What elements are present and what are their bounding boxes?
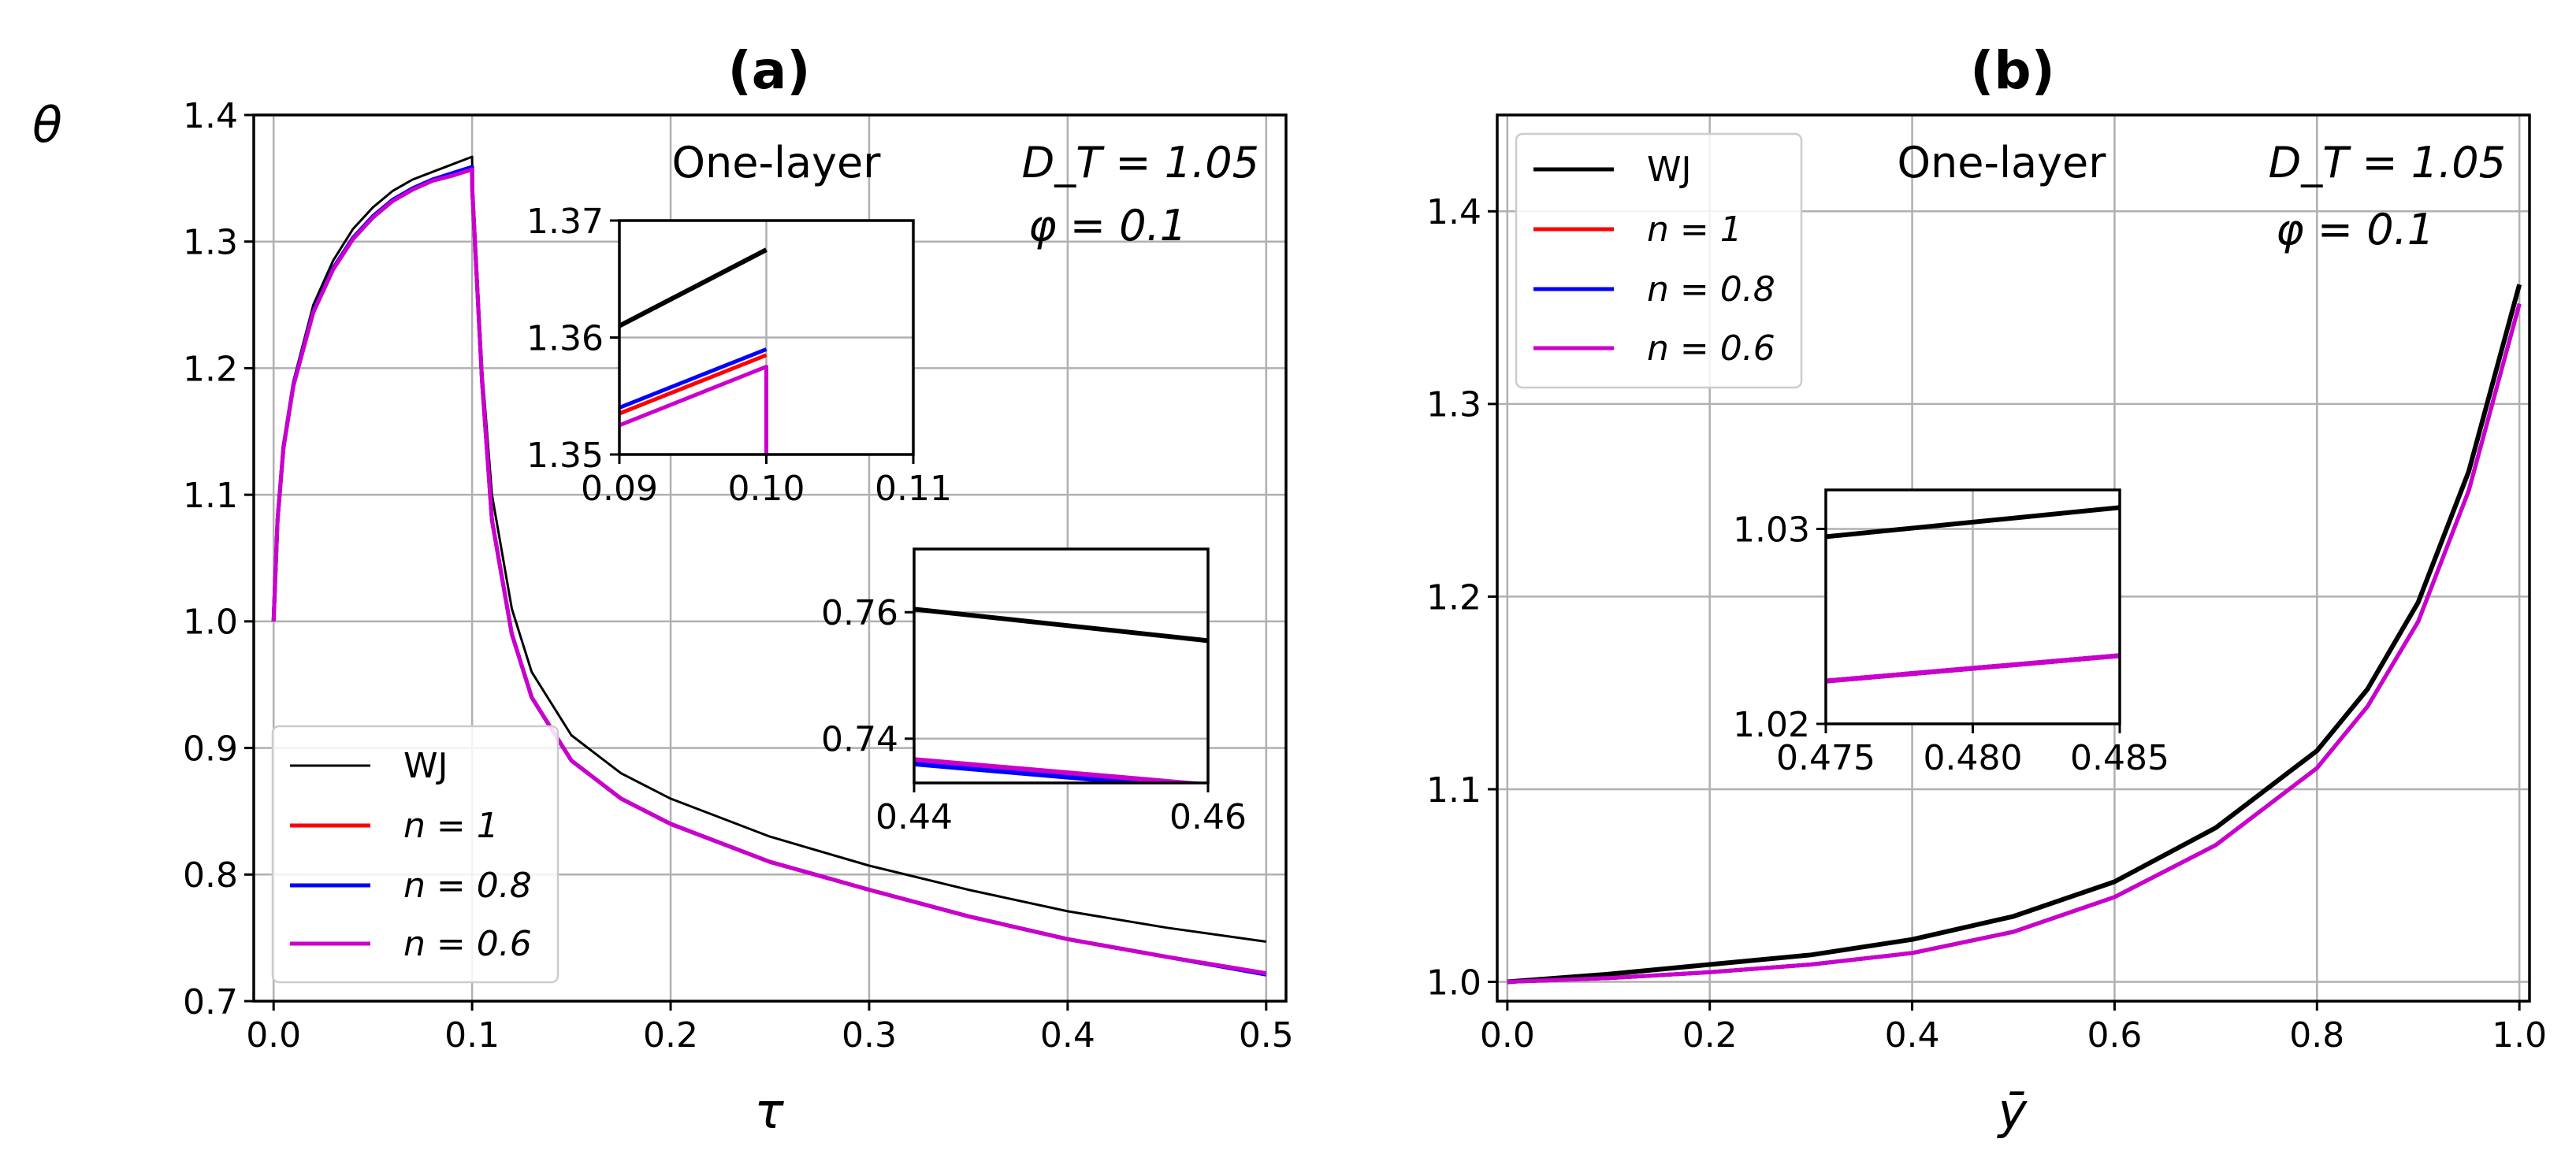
panel-b-inset-line-n06	[1826, 653, 2120, 684]
panel-a-ytick-label: 1.0	[183, 603, 238, 643]
panel-b-line-n06	[1507, 303, 2522, 984]
panel-a-title: (a)	[728, 40, 811, 101]
panel-b-legend: WJ n = 1 n = 0.8 n = 0.6	[1515, 132, 1803, 389]
panel-a-inset-upper-xtick-label: 0.09	[581, 469, 658, 509]
panel-a-ytick-label: 0.8	[183, 855, 238, 896]
panel-b-inset-line-wj	[1826, 505, 2120, 540]
panel-b-legend-n08: n = 0.8	[1647, 269, 1775, 310]
panel-a-ytick-label: 1.3	[183, 223, 238, 263]
panel-a-inset-upper-line-n1	[619, 353, 768, 416]
panel-b-ytick-label: 1.0	[1426, 963, 1481, 1003]
panel-a-frame	[252, 113, 1288, 1003]
panel-a-xtick-label: 0.5	[1239, 1015, 1294, 1055]
panel-a-line-n06	[271, 167, 1267, 976]
panel-a-phi-label: φ = 0.1	[1028, 201, 1187, 250]
panel-b-legend-box	[1515, 132, 1803, 389]
panel-b-ytick-label: 1.2	[1426, 577, 1481, 618]
panel-b-line-wj	[1507, 284, 2522, 985]
panel-a-xlabel: τ	[754, 1082, 784, 1140]
panel-b-legend-n06: n = 0.6	[1647, 328, 1775, 369]
panel-a-xtick-label: 0.3	[842, 1015, 897, 1055]
panel-a: (a) θ τ 0.0 0.1 0.2 0.3 0.4 0.5 0.7 0.8 0.9 1.0 1.…	[32, 40, 1294, 1140]
panel-b-inset-ytick-label: 1.03	[1733, 510, 1810, 550]
panel-a-layer-label: One-layer	[672, 138, 882, 187]
panel-a-inset-upper-ytick-label: 1.35	[526, 436, 604, 476]
panel-a-inset-lower-frame	[913, 547, 1210, 785]
panel-a-inset-upper-xtick-label: 0.11	[875, 469, 952, 509]
panel-b-xlabel: ȳ	[1997, 1082, 2028, 1140]
panel-a-inset-upper-line-wj	[619, 247, 768, 328]
panel-a-inset-upper-ytick-label: 1.36	[526, 318, 604, 358]
panel-b: (b) ȳ 0.0 0.2 0.4 0.6 0.8 1.01.01.11.21.31.4 …	[1426, 40, 2547, 1140]
panel-a-inset-upper-frame	[618, 219, 915, 456]
panel-b-layer-label: One-layer	[1898, 138, 2107, 187]
panel-b-xtick-label: 0.6	[2087, 1015, 2142, 1055]
panel-a-inset-lower-ytick-label: 0.74	[821, 720, 898, 760]
panel-a-xtick-label: 0.4	[1040, 1015, 1095, 1055]
panel-a-inset-lower-line-wj	[914, 607, 1208, 644]
panel-a-inset-lower-background	[914, 549, 1208, 783]
panel-a-inset-lower-ytick-label: 0.76	[821, 593, 898, 633]
panel-b-xtick-label: 0.2	[1682, 1015, 1738, 1055]
panel-a-inset-upper: 0.09 0.10 0.11 1.35 1.36 1.37	[526, 202, 952, 509]
panel-b-inset-xtick-label: 0.475	[1776, 738, 1875, 778]
panel-a-legend-n1: n = 1	[403, 806, 499, 846]
panel-b-xtick-label: 1.0	[2492, 1015, 2547, 1055]
panel-a-inset-upper-ytick-label: 1.37	[526, 202, 604, 242]
panel-a-legend-n06: n = 0.6	[403, 924, 532, 964]
panel-b-legend-wj: WJ	[1647, 150, 1691, 190]
panel-a-plot-area: 0.0 0.1 0.2 0.3 0.4 0.5 0.7 0.8 0.9 1.0 1.1 1.2 1.3 1…	[183, 96, 1294, 1055]
panel-a-ytick-label: 0.7	[183, 982, 238, 1022]
panel-a-ytick-label: 1.2	[183, 349, 238, 389]
panel-b-xtick-label: 0.4	[1885, 1015, 1940, 1055]
panel-a-inset-lower-xtick-label: 0.44	[875, 797, 953, 837]
panel-b-legend-n1: n = 1	[1647, 210, 1742, 250]
panel-a-legend-n08: n = 0.8	[403, 866, 532, 906]
panel-a-xtick-label: 0.0	[246, 1015, 301, 1055]
panel-a-legend-wj: WJ	[403, 746, 448, 786]
panel-b-xtick-label: 0.0	[1480, 1015, 1535, 1055]
panel-b-plot-area: 0.0 0.2 0.4 0.6 0.8 1.0 1.0 1.1 1.2 1.3 1.4	[1426, 115, 2547, 1055]
panel-b-ytick-label: 1.1	[1426, 770, 1481, 811]
panel-b-inset-xtick-label: 0.485	[2070, 738, 2169, 778]
panel-a-inset-lower: 0.44 0.46 0.74 0.76	[821, 547, 1247, 837]
panel-b-inset-xtick-label: 0.480	[1924, 738, 2023, 778]
panel-a-inset-upper-line-n06	[619, 365, 768, 454]
panel-b-inset-ytick-label: 1.02	[1733, 705, 1810, 745]
panel-b-title: (b)	[1970, 40, 2055, 101]
panel-a-inset-lower-xtick-label: 0.46	[1169, 797, 1247, 837]
panel-b-phi-label: φ = 0.1	[2276, 205, 2434, 254]
panel-a-legend: WJ n = 1 n = 0.8 n = 0.6	[271, 725, 559, 984]
panel-a-ytick-label: 0.9	[183, 729, 238, 769]
panel-a-inset-upper-line-n08	[619, 347, 768, 410]
panel-a-ylabel: θ	[32, 96, 62, 154]
panel-a-dt-label: D_T = 1.05	[1022, 138, 1259, 187]
panel-a-xtick-label: 0.2	[643, 1015, 698, 1055]
panel-b-dt-label: D_T = 1.05	[2269, 138, 2506, 187]
panel-a-xtick-label: 0.1	[444, 1015, 500, 1055]
panel-b-ytick-label: 1.4	[1426, 192, 1481, 232]
panel-a-inset-upper-xtick-label: 0.10	[728, 469, 805, 509]
panel-a-ytick-label: 1.4	[183, 96, 238, 136]
panel-b-inset: 0.475 0.480 0.485 1.02 1.03	[1733, 488, 2169, 778]
panel-b-inset-frame	[1824, 488, 2121, 725]
panel-a-ytick-label: 1.1	[183, 476, 238, 516]
panel-a-inset-lower-line-n08	[914, 761, 1163, 783]
panel-b-ytick-label: 1.3	[1426, 385, 1481, 425]
panel-a-legend-box	[271, 725, 559, 984]
panel-b-xtick-label: 0.8	[2289, 1015, 2344, 1055]
panel-b-frame	[1496, 113, 2531, 1003]
panel-a-inset-lower-line-n06	[914, 757, 1208, 783]
